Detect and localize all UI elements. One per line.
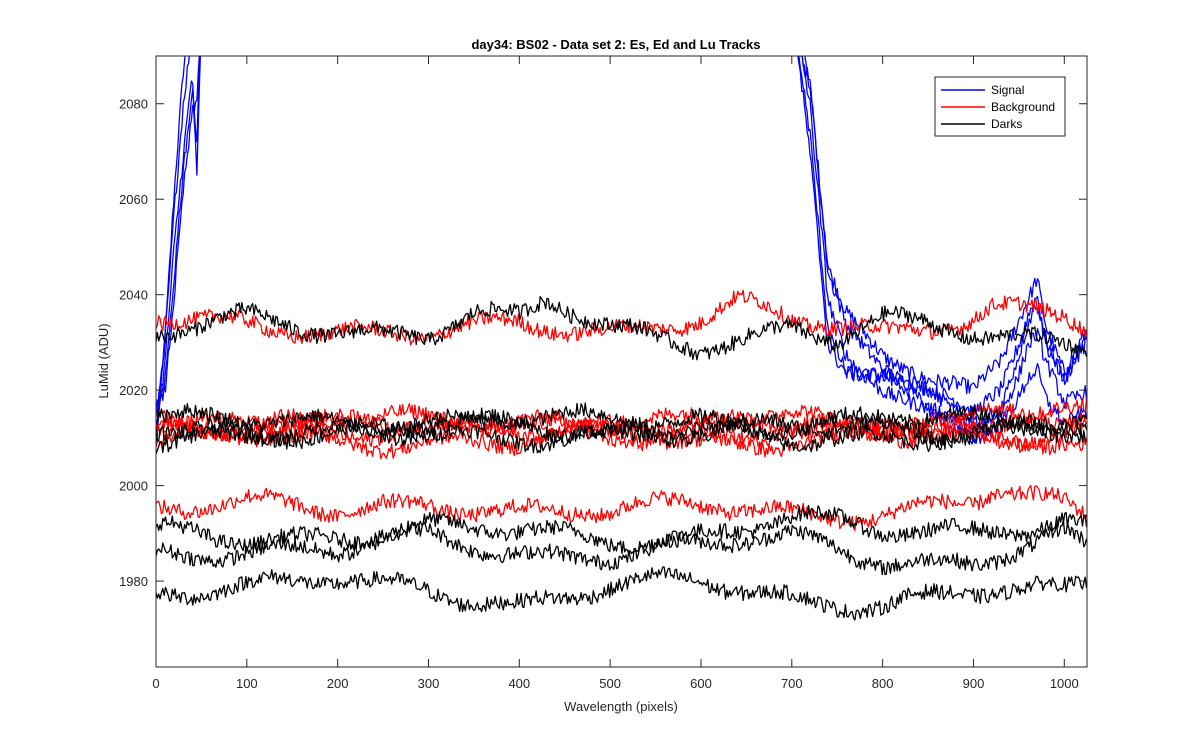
series-line-signal	[156, 56, 1087, 432]
x-tick-label: 600	[690, 676, 712, 691]
series-line-signal	[156, 56, 1087, 435]
x-tick-label: 700	[781, 676, 803, 691]
x-tick-label: 1000	[1050, 676, 1079, 691]
y-tick-label: 2040	[119, 288, 148, 303]
y-tick-label: 2080	[119, 97, 148, 112]
x-tick-label: 500	[599, 676, 621, 691]
series-line-darks	[156, 296, 1087, 361]
y-tick-label: 2020	[119, 383, 148, 398]
legend-label-signal: Signal	[991, 83, 1024, 97]
x-tick-label: 800	[872, 676, 894, 691]
y-tick-label: 2060	[119, 192, 148, 207]
x-tick-label: 100	[236, 676, 258, 691]
series-line-signal	[156, 56, 1087, 431]
plot-area-border	[155, 55, 1088, 668]
y-axis-label: LuMid (ADU)	[96, 323, 111, 398]
series-line-background	[156, 289, 1087, 346]
chart-title: day34: BS02 - Data set 2: Es, Ed and Lu …	[471, 37, 760, 52]
x-tick-label: 400	[508, 676, 530, 691]
series-layer	[156, 56, 1087, 621]
series-line-background	[156, 484, 1087, 532]
series-line-signal	[156, 56, 1087, 446]
legend-label-background: Background	[991, 100, 1055, 114]
x-axis-label: Wavelength (pixels)	[564, 699, 678, 714]
x-tick-label: 0	[152, 676, 159, 691]
series-line-darks	[156, 566, 1087, 621]
x-tick-label: 900	[963, 676, 985, 691]
y-tick-label: 1980	[119, 574, 148, 589]
series-line-darks	[156, 519, 1087, 576]
series-line-darks	[156, 504, 1087, 555]
series-line-darks	[156, 402, 1087, 442]
series-line-darks	[156, 417, 1087, 454]
y-tick-label: 2000	[119, 479, 148, 494]
x-tick-label: 200	[327, 676, 349, 691]
ticks-layer: 0 100 200 300 400 500 600 700 800 900 1000 1980 2000…	[119, 56, 1087, 691]
series-line-signal	[156, 56, 1087, 445]
legend-box	[934, 76, 1066, 137]
x-tick-label: 300	[418, 676, 440, 691]
legend: Signal Background Darks	[934, 76, 1066, 137]
legend-label-darks: Darks	[991, 117, 1022, 131]
